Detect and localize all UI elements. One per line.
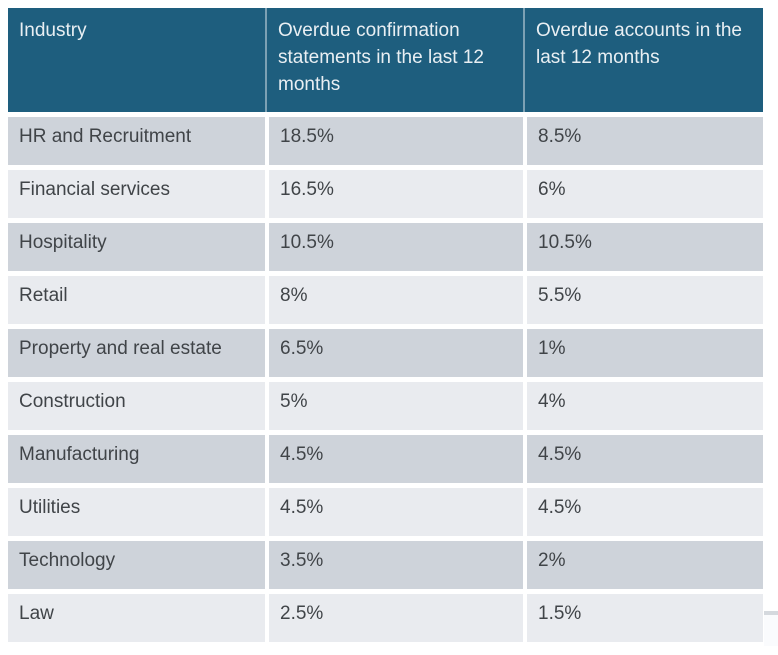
industry-cell: Utilities [8,488,265,536]
accounts-cell: 1% [523,329,763,377]
industry-cell: Technology [8,541,265,589]
table-row: Construction 5% 4% [8,382,763,430]
table-row: Manufacturing 4.5% 4.5% [8,435,763,483]
industry-cell: HR and Recruitment [8,117,265,165]
accounts-cell: 2% [523,541,763,589]
accounts-cell: 6% [523,170,763,218]
accounts-cell: 4.5% [523,435,763,483]
statements-cell: 18.5% [265,117,523,165]
accounts-cell: 4% [523,382,763,430]
table-row: Retail 8% 5.5% [8,276,763,324]
table-row: Financial services 16.5% 6% [8,170,763,218]
accounts-cell: 4.5% [523,488,763,536]
statements-cell: 16.5% [265,170,523,218]
statements-cell: 2.5% [265,594,523,642]
artifact-dash [764,611,778,615]
statements-cell: 4.5% [265,488,523,536]
accounts-cell: 5.5% [523,276,763,324]
header-industry: Industry [19,20,87,41]
industry-cell: Construction [8,382,265,430]
table-row: Law 2.5% 1.5% [8,594,763,642]
table-row: Hospitality 10.5% 10.5% [8,223,763,271]
table-row: HR and Recruitment 18.5% 8.5% [8,117,763,165]
industry-cell: Law [8,594,265,642]
statements-cell: 3.5% [265,541,523,589]
industry-overdue-table: Industry Overdue confirmation statements… [8,8,763,642]
table-row: Utilities 4.5% 4.5% [8,488,763,536]
table-row: Technology 3.5% 2% [8,541,763,589]
statements-cell: 4.5% [265,435,523,483]
accounts-cell: 10.5% [523,223,763,271]
statements-cell: 10.5% [265,223,523,271]
header-statements: Overdue confirmation statements in the l… [265,8,523,112]
statements-cell: 5% [265,382,523,430]
statements-cell: 8% [265,276,523,324]
table-row: Property and real estate 6.5% 1% [8,329,763,377]
industry-cell: Manufacturing [8,435,265,483]
industry-cell: Financial services [8,170,265,218]
accounts-cell: 1.5% [523,594,763,642]
header-accounts: Overdue accounts in the last 12 months [523,8,763,112]
artifact-strip [764,615,778,646]
accounts-cell: 8.5% [523,117,763,165]
statements-cell: 6.5% [265,329,523,377]
industry-cell: Property and real estate [8,329,265,377]
table-header-row: Industry Overdue confirmation statements… [8,8,763,112]
industry-cell: Hospitality [8,223,265,271]
industry-cell: Retail [8,276,265,324]
